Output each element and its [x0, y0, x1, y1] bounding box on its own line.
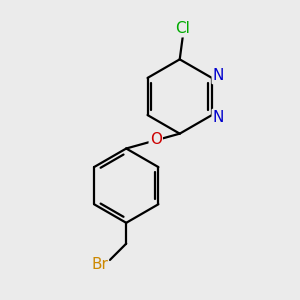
Text: Cl: Cl — [175, 21, 190, 36]
Text: Br: Br — [91, 257, 108, 272]
Text: O: O — [150, 132, 162, 147]
Text: N: N — [213, 68, 224, 83]
Text: N: N — [213, 110, 224, 125]
